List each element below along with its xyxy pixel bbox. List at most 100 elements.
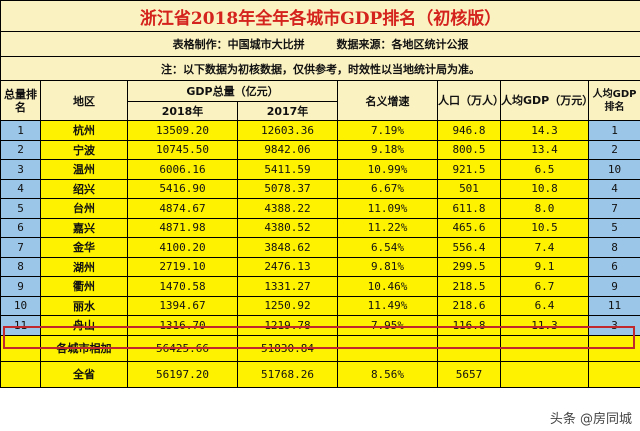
gdp2018-cell: 4100.20 [127, 237, 238, 258]
population-cell: 611.8 [437, 198, 501, 219]
gdp2017-cell: 1331.27 [237, 276, 338, 297]
city-cell: 杭州 [40, 120, 128, 141]
gdp2018-cell: 2719.10 [127, 256, 238, 277]
growth-cell: 7.19% [337, 120, 438, 141]
header-2018: 2018年 [127, 101, 238, 121]
growth-cell: 6.67% [337, 178, 438, 199]
table-row: 8 湖州 2719.10 2476.13 9.81% 299.5 9.1 6 [0, 256, 640, 277]
table-row: 1 杭州 13509.20 12603.36 7.19% 946.8 14.3 1 [0, 120, 640, 141]
gdp2018-cell: 6006.16 [127, 159, 238, 180]
population-cell: 946.8 [437, 120, 501, 141]
population-cell: 921.5 [437, 159, 501, 180]
gdp2017-cell: 9842.06 [237, 139, 338, 160]
header-gdp: GDP总量（亿元） [127, 80, 338, 102]
per-capita-cell: 6.5 [500, 159, 589, 180]
header-growth: 名义增速 [337, 80, 438, 121]
header-per-capita-rank: 人均GDP排名 [587, 80, 640, 121]
table-row: 7 金华 4100.20 3848.62 6.54% 556.4 7.4 8 [0, 237, 640, 258]
gdp2017-cell: 2476.13 [237, 256, 338, 277]
per-capita-rank-cell: 4 [587, 178, 640, 199]
per-capita-cell: 10.5 [500, 217, 589, 238]
header-population: 人口（万人） [437, 80, 501, 121]
header-region: 地区 [40, 80, 128, 121]
sum-row-blank [500, 334, 589, 362]
rank-cell: 5 [0, 198, 41, 219]
per-capita-cell: 6.4 [500, 295, 589, 316]
per-capita-rank-cell: 1 [587, 120, 640, 141]
per-capita-rank-cell: 2 [587, 139, 640, 160]
growth-cell: 11.09% [337, 198, 438, 219]
page-title: 浙江省2018年全年各城市GDP排名（初核版） [0, 0, 640, 32]
population-cell: 501 [437, 178, 501, 199]
per-capita-rank-cell: 3 [587, 315, 640, 336]
city-cell: 宁波 [40, 139, 128, 160]
city-cell: 绍兴 [40, 178, 128, 199]
source-text: 数据来源：各地区统计公报 [336, 38, 469, 51]
gdp2017-cell: 4380.52 [237, 217, 338, 238]
table-row: 11 舟山 1316.70 1219.78 7.95% 116.8 11.3 3 [0, 315, 640, 336]
table-row: 6 嘉兴 4871.98 4380.52 11.22% 465.6 10.5 5 [0, 217, 640, 238]
per-capita-cell: 9.1 [500, 256, 589, 277]
total-row-label: 全省 [40, 360, 128, 388]
gdp2017-cell: 1219.78 [237, 315, 338, 336]
per-capita-cell: 10.8 [500, 178, 589, 199]
data-rows: 1 杭州 13509.20 12603.36 7.19% 946.8 14.3 1 2 宁波 107… [0, 120, 640, 336]
rank-cell: 8 [0, 256, 41, 277]
gdp2017-cell: 5078.37 [237, 178, 338, 199]
city-cell: 衢州 [40, 276, 128, 297]
gdp2017-cell: 12603.36 [237, 120, 338, 141]
gdp2018-cell: 1394.67 [127, 295, 238, 316]
gdp2018-cell: 1316.70 [127, 315, 238, 336]
rank-cell: 1 [0, 120, 41, 141]
gdp2018-cell: 4871.98 [127, 217, 238, 238]
sum-row-blank [337, 334, 438, 362]
per-capita-rank-cell: 6 [587, 256, 640, 277]
population-cell: 465.6 [437, 217, 501, 238]
gdp2017-cell: 5411.59 [237, 159, 338, 180]
table-row: 10 丽水 1394.67 1250.92 11.49% 218.6 6.4 11 [0, 295, 640, 316]
table-row: 3 温州 6006.16 5411.59 10.99% 921.5 6.5 10 [0, 159, 640, 180]
sum-row-blank [437, 334, 501, 362]
header-2017: 2017年 [237, 101, 338, 121]
rank-cell: 3 [0, 159, 41, 180]
population-cell: 218.6 [437, 295, 501, 316]
sum-row-blank [587, 334, 640, 362]
total-row-growth: 8.56% [337, 360, 438, 388]
growth-cell: 7.95% [337, 315, 438, 336]
gdp-table: 浙江省2018年全年各城市GDP排名（初核版） 表格制作：中国城市大比拼 数据来… [0, 0, 640, 388]
total-row-blank [500, 360, 589, 388]
city-cell: 金华 [40, 237, 128, 258]
rank-cell: 6 [0, 217, 41, 238]
city-cell: 温州 [40, 159, 128, 180]
gdp2018-cell: 1470.58 [127, 276, 238, 297]
per-capita-cell: 8.0 [500, 198, 589, 219]
meta-line: 表格制作：中国城市大比拼 数据来源：各地区统计公报 [0, 31, 640, 57]
made-by-text: 表格制作：中国城市大比拼 [172, 38, 305, 51]
total-row-gdp2018: 56197.20 [127, 360, 238, 388]
table-row: 2 宁波 10745.50 9842.06 9.18% 800.5 13.4 2 [0, 139, 640, 160]
gdp2018-cell: 13509.20 [127, 120, 238, 141]
growth-cell: 11.22% [337, 217, 438, 238]
per-capita-rank-cell: 7 [587, 198, 640, 219]
table-row: 5 台州 4874.67 4388.22 11.09% 611.8 8.0 7 [0, 198, 640, 219]
gdp2018-cell: 5416.90 [127, 178, 238, 199]
total-row-blank [0, 360, 41, 388]
sum-row-label: 各城市相加 [40, 334, 128, 362]
header-rank: 总量排名 [0, 80, 41, 121]
per-capita-rank-cell: 8 [587, 237, 640, 258]
gdp2017-cell: 1250.92 [237, 295, 338, 316]
gdp2018-cell: 4874.67 [127, 198, 238, 219]
population-cell: 218.5 [437, 276, 501, 297]
growth-cell: 9.81% [337, 256, 438, 277]
per-capita-cell: 7.4 [500, 237, 589, 258]
per-capita-rank-cell: 11 [587, 295, 640, 316]
watermark: 头条 @房同城 [549, 412, 632, 427]
sum-row-gdp2018: 56425.66 [127, 334, 238, 362]
sum-row-blank [0, 334, 41, 362]
total-row-population: 5657 [437, 360, 501, 388]
gdp2018-cell: 10745.50 [127, 139, 238, 160]
city-cell: 湖州 [40, 256, 128, 277]
rank-cell: 7 [0, 237, 41, 258]
total-row-gdp2017: 51768.26 [237, 360, 338, 388]
population-cell: 800.5 [437, 139, 501, 160]
